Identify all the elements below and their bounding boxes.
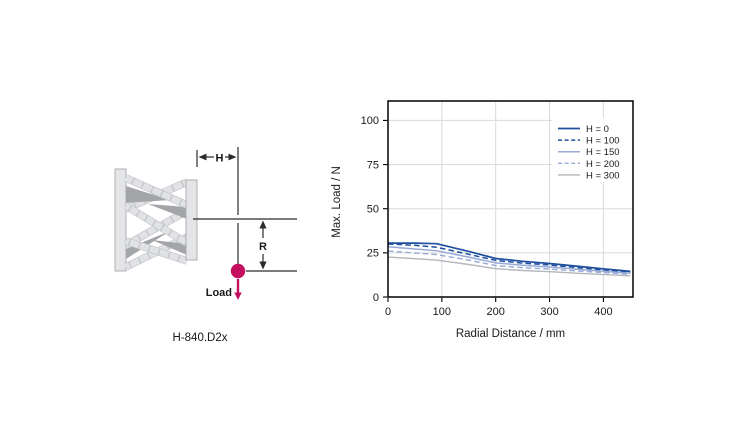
- hexapod-base-plate: [114, 168, 127, 272]
- legend-label: H = 300: [586, 170, 620, 181]
- y-tick-label: 75: [367, 159, 379, 171]
- x-tick-label: 300: [540, 306, 558, 318]
- dimension-r-arrows: [259, 220, 267, 270]
- y-tick-label: 100: [361, 115, 379, 127]
- hexapod-platform-plate: [185, 179, 198, 261]
- hexapod-diagram: H R Load H-840.D2x: [114, 147, 297, 344]
- y-tick-label: 0: [373, 292, 379, 304]
- x-tick-label: 100: [433, 306, 451, 318]
- reference-lines: [193, 218, 297, 272]
- series-line-H0: [388, 242, 631, 273]
- load-label: Load: [206, 287, 232, 299]
- y-tick-label: 25: [367, 248, 379, 260]
- x-tick-label: 400: [594, 306, 612, 318]
- legend-label: H = 150: [586, 147, 620, 158]
- x-tick-label: 0: [385, 306, 391, 318]
- load-arrow-head: [234, 292, 242, 300]
- x-tick-label: 200: [487, 306, 505, 318]
- dimension-r-label: R: [259, 241, 267, 253]
- series-line-H150: [387, 245, 631, 275]
- x-axis-title: Radial Distance / mm: [456, 328, 565, 340]
- plot-border: [387, 100, 634, 298]
- y-tick-label: 50: [367, 204, 379, 216]
- dimension-h-label: H: [216, 153, 224, 165]
- dimension-h-lines: [196, 147, 239, 264]
- series-line-H100: [387, 243, 631, 274]
- series-line-H300: [387, 256, 631, 277]
- legend-label: H = 200: [586, 159, 620, 170]
- load-point: [230, 263, 246, 279]
- legend-label: H = 100: [586, 136, 620, 147]
- hexapod-struts-upper: [124, 174, 189, 265]
- series-line-H200: [387, 250, 631, 276]
- load-chart: Max. Load / N Radial Distance / mm H = 0…: [331, 100, 634, 340]
- legend-label: H = 0: [586, 124, 609, 135]
- dimension-h-arrows: [198, 153, 237, 161]
- y-axis-title: Max. Load / N: [331, 166, 343, 238]
- model-caption: H-840.D2x: [173, 332, 228, 344]
